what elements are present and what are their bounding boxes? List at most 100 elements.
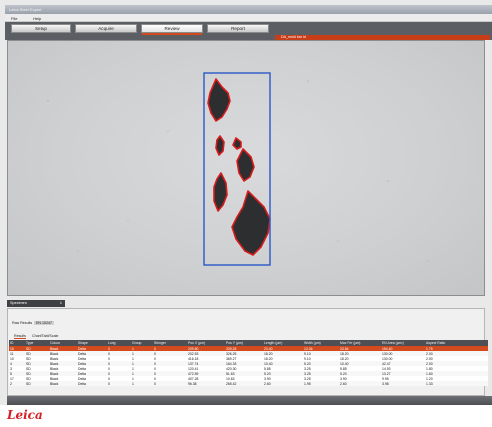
table-cell: 0 (107, 371, 131, 376)
table-cell: 5.85 (263, 366, 303, 371)
table-cell: 3 (9, 366, 25, 371)
table-cell: 0 (107, 366, 131, 371)
window-title: Leica Steel Expert (9, 7, 42, 12)
table-cell: 13.27 (381, 371, 425, 376)
table-row[interactable]: 3 SD Black Delta 0 1 0 120.41 420.30 5.85 3.25 5.85… (9, 366, 488, 371)
table-cell: 10.63 (225, 376, 263, 381)
table-cell: 5.20 (263, 371, 303, 376)
table-cell: 420.30 (225, 366, 263, 371)
table-row[interactable]: 11 SD Black Delta 0 1 0 202.53 326.25 18.20 9.10 18… (9, 351, 488, 356)
table-cell: 9.10 (303, 356, 339, 361)
image-label: DA_mold bar id (281, 35, 306, 39)
table-row[interactable]: 15 SD Black Delta 0 1 0 209.80 339.25 23.40 13.36 2… (9, 346, 488, 351)
table-cell: 202.53 (187, 351, 225, 356)
table-row[interactable]: 2 SD Black Delta 0 1 0 96.38 265.42 2.60 1.95 2.60 3… (9, 381, 488, 386)
col-pos-y[interactable]: Pos Y (µm) (225, 340, 263, 346)
menu-help[interactable]: Help (33, 16, 42, 21)
table-cell: SD (25, 346, 49, 351)
workflow-tabs: Setup Acquire Review Report DA_mold bar … (5, 22, 492, 40)
table-cell: 265.42 (225, 381, 263, 386)
col-aspect-ratio[interactable]: Aspect Ratio (425, 340, 488, 346)
table-cell: Delta (77, 351, 107, 356)
selection-box (203, 72, 271, 266)
table-cell: 9.95 (381, 376, 425, 381)
col-colour[interactable]: Colour (49, 340, 77, 346)
col-en-area[interactable]: EN Area (µm²) (381, 340, 425, 346)
table-cell: SD (25, 371, 49, 376)
table-cell: 5 (9, 371, 25, 376)
table-cell: 0 (153, 366, 187, 371)
table-cell: 5.85 (339, 366, 381, 371)
table-row[interactable]: 10 SD Black Delta 0 1 0 416.18 369.27 18.20 9.10 18… (9, 356, 488, 361)
table-cell: 1 (131, 376, 153, 381)
tab-acquire[interactable]: Acquire (75, 24, 137, 33)
table-cell: 1 (131, 346, 153, 351)
tab-en-10247[interactable]: EN 10247 (34, 321, 54, 325)
table-cell: 9.10 (303, 351, 339, 356)
col-shape[interactable]: Shape (77, 340, 107, 346)
table-cell: 416.18 (187, 356, 225, 361)
table-cell: 369.27 (225, 356, 263, 361)
menu-file[interactable]: File (11, 16, 18, 21)
inclusion-mid (236, 148, 255, 182)
table-cell: 130.00 (381, 351, 425, 356)
col-width[interactable]: Width (µm) (303, 340, 339, 346)
table-row[interactable]: 17 SD Black Delta 0 1 0 407.28 10.63 3.90 3.25 3.90… (9, 376, 488, 381)
col-pos-x[interactable]: Pos X (µm) (187, 340, 225, 346)
footer (0, 405, 492, 427)
table-cell: 3.25 (303, 371, 339, 376)
col-long[interactable]: Long (107, 340, 131, 346)
col-group[interactable]: Group (131, 340, 153, 346)
table-cell: 96.38 (187, 381, 225, 386)
table-cell: 137.74 (187, 361, 225, 366)
table-cell: 1.60 (425, 371, 488, 376)
table-cell: 0 (107, 346, 131, 351)
table-cell: 17 (9, 376, 25, 381)
tab-report[interactable]: Report (207, 24, 269, 33)
col-stringer[interactable]: Stringer (153, 340, 187, 346)
col-type[interactable]: Type (25, 340, 49, 346)
table-cell: 209.80 (187, 346, 225, 351)
specimen-control[interactable]: 1 (59, 301, 62, 305)
specimen-panel-header[interactable]: Specimen 1 (7, 300, 65, 307)
table-cell: 11 (9, 351, 25, 356)
table-cell: 23.84 (339, 346, 381, 351)
table-cell: 0 (153, 371, 187, 376)
table-cell: 0 (153, 346, 187, 351)
table-cell: SD (25, 356, 49, 361)
tab-raw-results[interactable]: Raw Results (12, 321, 33, 325)
table-cell: 1 (131, 356, 153, 361)
inclusion-small-a (215, 135, 225, 156)
table-cell: 1 (131, 361, 153, 366)
table-cell: 10 (9, 356, 25, 361)
table-cell: 18.20 (263, 356, 303, 361)
table-cell: 0 (107, 381, 131, 386)
table-cell: 15 (9, 346, 25, 351)
tab-review[interactable]: Review (141, 24, 203, 35)
tab-chart-table[interactable]: Chart/Tabl/Scale (32, 334, 59, 338)
microscope-image-view[interactable] (7, 40, 485, 296)
table-cell: 42.47 (381, 361, 425, 366)
tab-setup[interactable]: Setup (11, 24, 71, 33)
table-cell: 5.20 (303, 361, 339, 366)
table-cell: SD (25, 366, 49, 371)
title-bar: Leica Steel Expert (5, 5, 492, 14)
table-cell: SD (25, 376, 49, 381)
table-cell: 120.41 (187, 366, 225, 371)
table-row[interactable]: 5 SD Black Delta 0 1 0 472.59 51.63 5.20 3.25 5.20 1… (9, 371, 488, 376)
active-tab-indicator (142, 33, 202, 35)
inclusion-small-b (232, 137, 242, 150)
table-cell: 13.36 (303, 346, 339, 351)
table-cell: 3.90 (339, 376, 381, 381)
col-max-fer[interactable]: Max Fer (µm) (339, 340, 381, 346)
col-length[interactable]: Length (µm) (263, 340, 303, 346)
table-cell: 51.63 (225, 371, 263, 376)
table-row[interactable]: 4 SD Black Delta 0 1 0 137.74 164.33 10.40 5.20 10.… (9, 361, 488, 366)
table-cell: 0 (153, 381, 187, 386)
table-cell: Black (49, 381, 77, 386)
table-cell: 2.60 (339, 381, 381, 386)
col-id[interactable]: ID (9, 340, 25, 346)
tab-results[interactable]: Results (14, 334, 26, 339)
table-cell: 0 (153, 356, 187, 361)
